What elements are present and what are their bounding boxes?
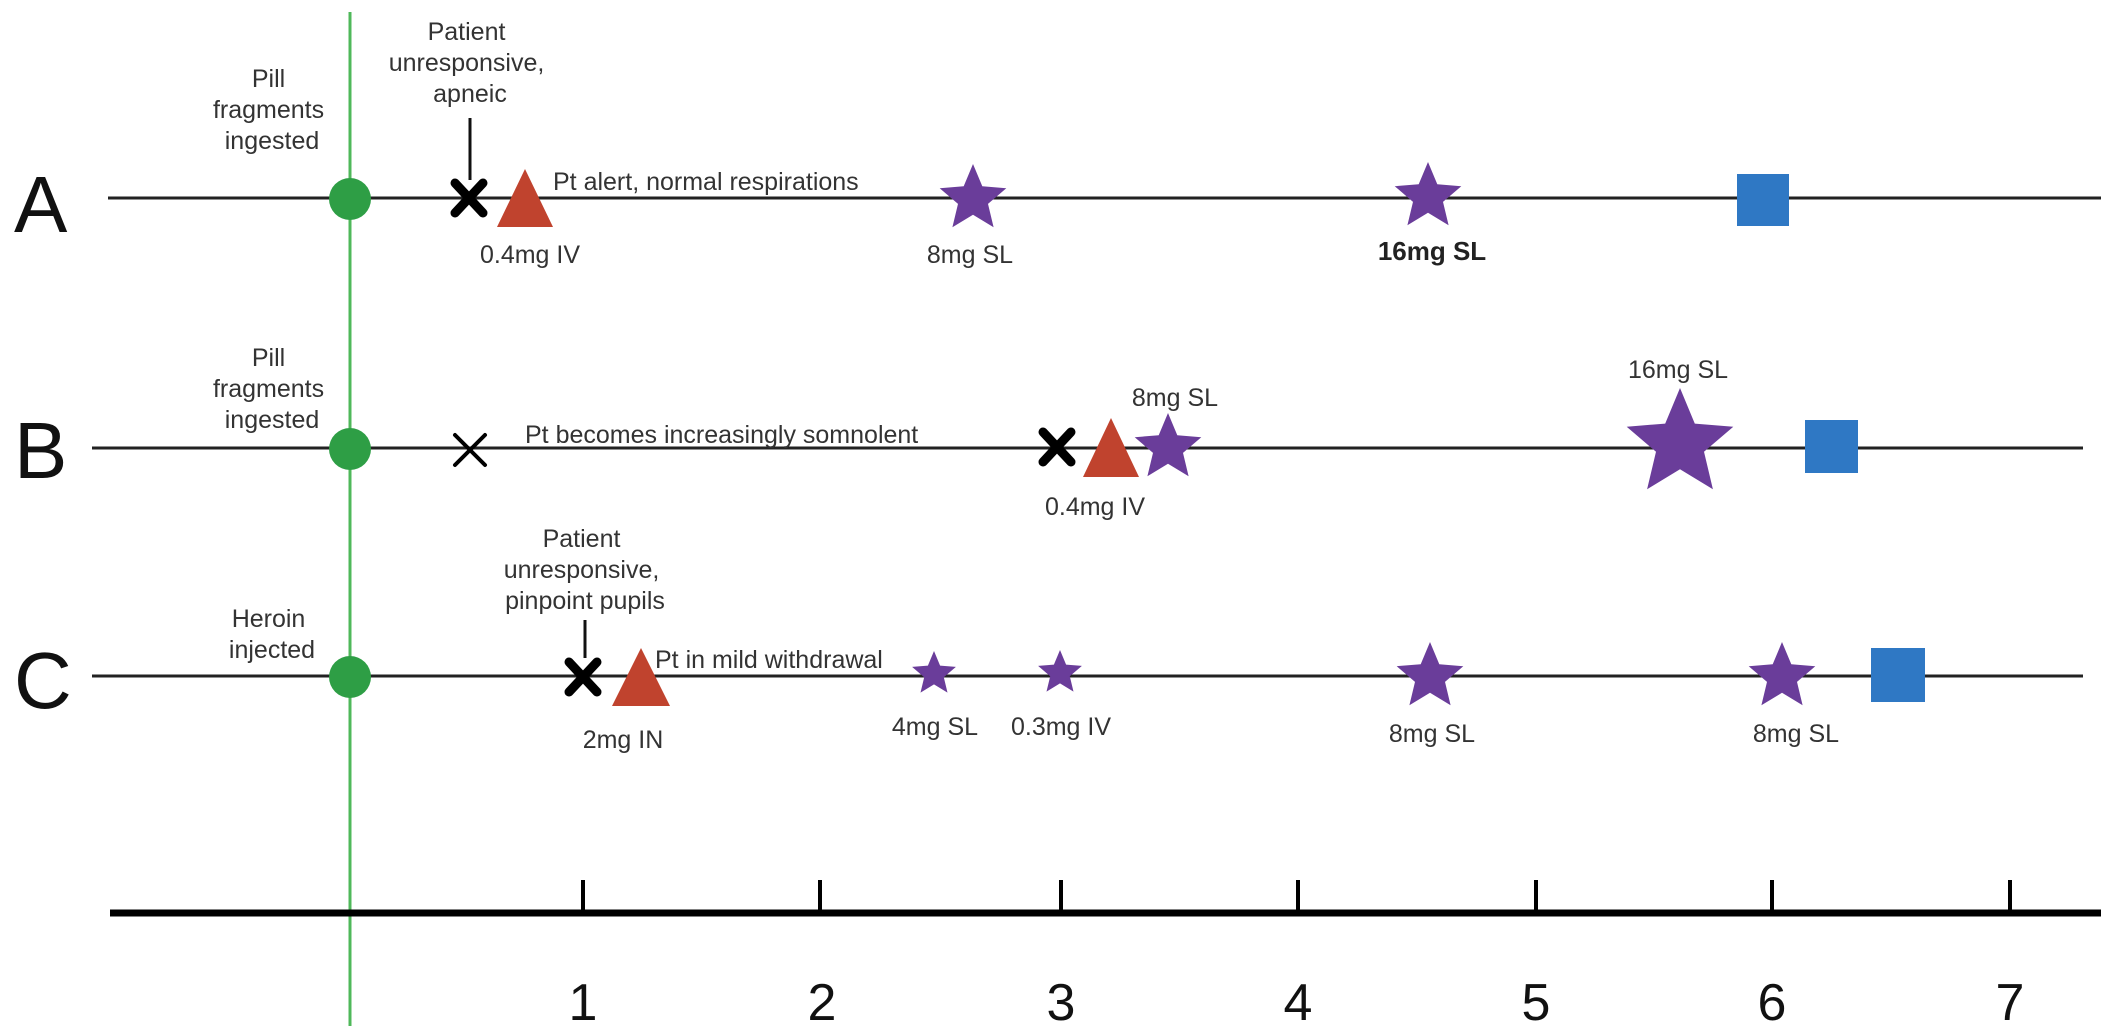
row-c: C Heroin injected Patient unresponsive, … [14,525,2083,754]
opioid-effect-x-icon [1038,427,1076,467]
row-b-letter: B [14,406,67,495]
ingestion-circle-icon [329,428,371,470]
row-c-star4-label: 8mg SL [1753,720,1839,748]
row-c-start-label: Heroin injected [229,605,315,664]
row-b-star2-label: 16mg SL [1628,356,1728,384]
row-b-note: Pt becomes increasingly somnolent [525,421,918,449]
buprenorphine-star-icon [1748,642,1816,706]
ingestion-circle-icon [329,656,371,698]
buprenorphine-star-icon [1134,413,1202,477]
axis-tick-label: 1 [569,974,598,1026]
axis-tick-label: 4 [1284,974,1313,1026]
row-c-event-label: Patient unresponsive, pinpoint pupils [504,525,667,615]
naloxone-triangle-icon [1083,418,1139,477]
row-b-naloxone-label: 0.4mg IV [1045,493,1145,521]
buprenorphine-star-icon [1394,162,1462,226]
axis-tick-label: 6 [1758,974,1787,1026]
buprenorphine-star-icon [1396,642,1464,706]
naloxone-triangle-icon [612,648,670,706]
axis-tick-label: 3 [1047,974,1076,1026]
row-a-start-label: Pill fragments ingested [213,65,331,155]
row-a-naloxone-label: 0.4mg IV [480,241,580,269]
buprenorphine-star-icon [1038,650,1082,692]
time-axis: 1 2 3 4 5 6 7 [110,880,2101,1026]
axis-tick [581,880,2012,913]
row-c-star2-label: 0.3mg IV [1011,713,1111,741]
axis-tick-label: 2 [808,974,837,1026]
row-b-star1-label: 8mg SL [1132,384,1218,412]
row-a-letter: A [14,160,68,249]
ingestion-circle-icon [329,178,371,220]
row-a-star2-label: 16mg SL [1378,236,1486,266]
row-c-star3-label: 8mg SL [1389,720,1475,748]
buprenorphine-star-icon [912,651,956,693]
axis-tick-label: 7 [1996,974,2025,1026]
row-c-letter: C [14,636,72,725]
row-b-start-label: Pill fragments ingested [213,344,331,434]
row-a-event-label: Patient unresponsive, apneic [389,18,552,108]
axis-tick-label: 5 [1522,974,1551,1026]
row-a-star1-label: 8mg SL [927,241,1013,269]
buprenorphine-star-icon [1626,388,1734,490]
naloxone-triangle-icon [497,169,553,227]
discharge-square-icon [1805,420,1858,473]
row-c-star1-label: 4mg SL [892,713,978,741]
row-a-note: Pt alert, normal respirations [553,168,859,196]
opioid-effect-x-icon [564,657,602,697]
opioid-effect-x-icon [453,433,487,467]
row-b: B Pill fragments ingested Pt becomes inc… [14,344,2083,521]
row-a: A Pill fragments ingested Patient unresp… [14,18,2101,269]
row-c-note: Pt in mild withdrawal [655,646,883,674]
buprenorphine-star-icon [939,164,1007,228]
discharge-square-icon [1871,648,1925,702]
opioid-effect-x-icon [450,178,488,218]
discharge-square-icon [1737,174,1789,226]
row-c-naloxone-label: 2mg IN [583,726,664,754]
